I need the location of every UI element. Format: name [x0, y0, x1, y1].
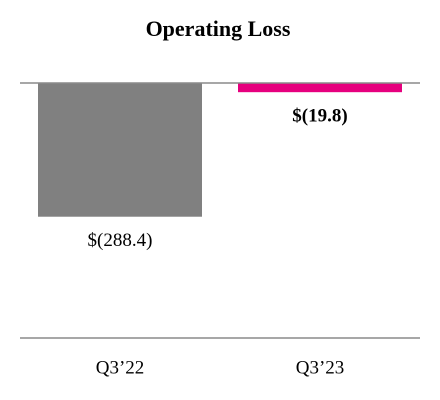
- bar: [38, 83, 202, 217]
- x-tick-label: Q3’22: [96, 357, 145, 378]
- bar: [238, 83, 402, 93]
- data-label: $(19.8): [292, 106, 347, 127]
- data-label: $(288.4): [88, 230, 153, 251]
- chart-title: Operating Loss: [146, 16, 291, 41]
- x-tick-label: Q3’23: [296, 357, 345, 378]
